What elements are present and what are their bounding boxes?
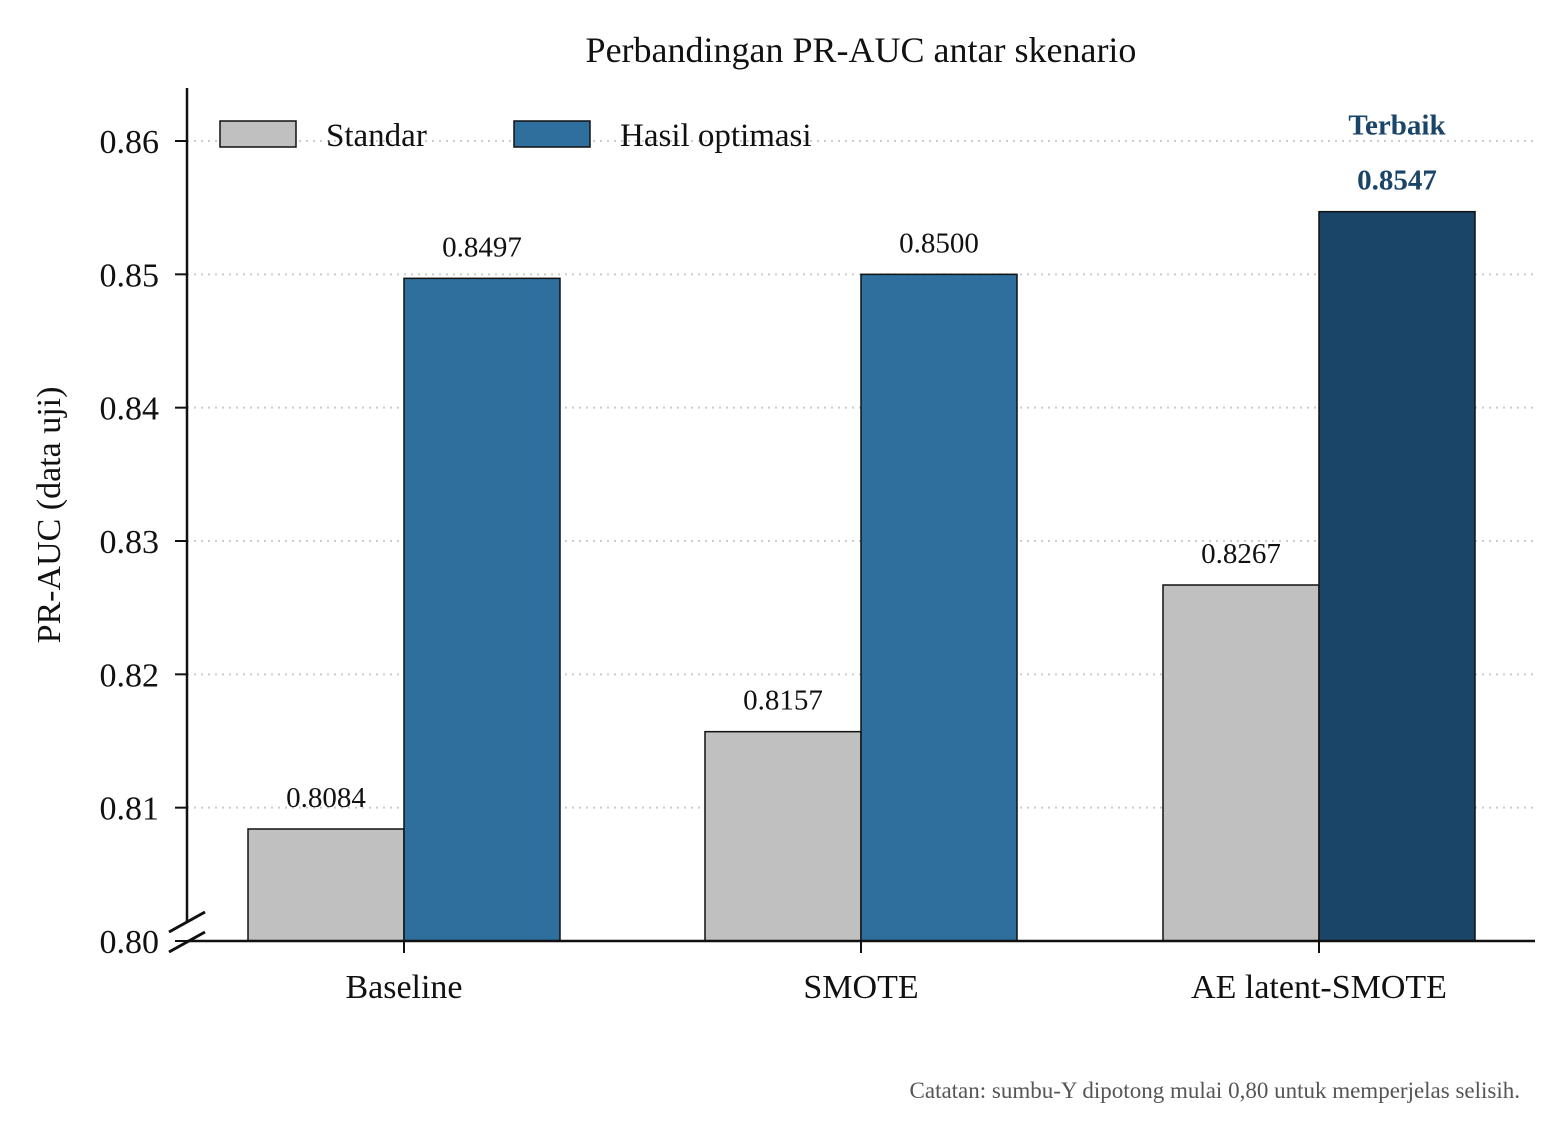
- bar-optimasi-2: [1318, 210, 1476, 942]
- x-tick-label: SMOTE: [803, 969, 918, 1006]
- bar-standar-1: [704, 730, 862, 942]
- ticks-group: 0.80 0.81 0.82 0.83 0.84 0.85 0.86 Baseline SMOT…: [100, 124, 1447, 1006]
- bar-standar-0: [247, 828, 405, 942]
- y-tick-label: 0.86: [100, 124, 160, 161]
- value-label: 0.8547: [1357, 165, 1437, 197]
- legend-swatch: [219, 120, 297, 148]
- y-tick-label: 0.82: [100, 657, 160, 694]
- x-tick-label: Baseline: [345, 969, 462, 1006]
- footnote: Catatan: sumbu-Y dipotong mulai 0,80 unt…: [910, 1078, 1520, 1103]
- legend-label: Hasil optimasi: [620, 118, 812, 154]
- axis-break-mark: [168, 910, 206, 934]
- bar-standar-2: [1162, 584, 1320, 942]
- y-tick-label: 0.85: [100, 257, 160, 294]
- value-label: 0.8267: [1201, 538, 1281, 570]
- best-annotation: Terbaik: [1348, 110, 1446, 142]
- legend-label: Standar: [326, 118, 427, 154]
- y-tick-label: 0.84: [100, 391, 160, 428]
- y-tick-label: 0.81: [100, 791, 160, 828]
- x-tick-label: AE latent-SMOTE: [1191, 969, 1447, 1006]
- value-labels-group: 0.8084 0.8157 0.8267 0.8497 0.8500 0.8547 Terb…: [286, 110, 1446, 814]
- value-label: 0.8497: [442, 231, 522, 263]
- y-tick-label: 0.83: [100, 524, 160, 561]
- legend-swatch: [513, 120, 591, 148]
- value-label: 0.8500: [899, 227, 979, 259]
- y-axis-label: PR-AUC (data uji): [31, 387, 68, 644]
- y-tick-label: 0.80: [100, 924, 160, 961]
- value-label: 0.8157: [743, 685, 823, 717]
- value-label: 0.8084: [286, 782, 366, 814]
- legend: Standar Hasil optimasi: [219, 118, 812, 154]
- bar-optimasi-1: [860, 273, 1018, 942]
- chart-title: Perbandingan PR-AUC antar skenario: [586, 30, 1137, 70]
- bars-group: [247, 210, 1476, 942]
- bar-optimasi-0: [403, 277, 561, 942]
